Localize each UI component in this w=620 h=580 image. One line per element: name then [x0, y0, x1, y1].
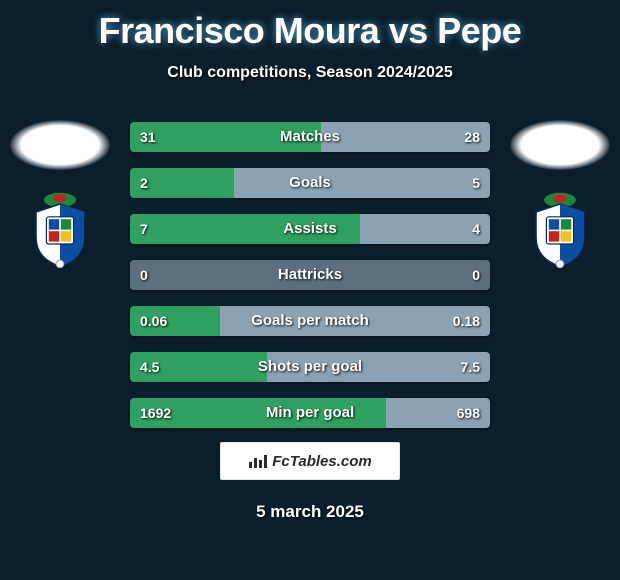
stat-label: Assists [130, 214, 490, 244]
stat-row: 0.06Goals per match0.18 [130, 306, 490, 336]
stat-value-right: 4 [472, 214, 480, 244]
player-right-column [500, 120, 620, 268]
stat-row: 1692Min per goal698 [130, 398, 490, 428]
player-left-column [0, 120, 120, 268]
stat-value-right: 28 [464, 122, 480, 152]
stat-row: 7Assists4 [130, 214, 490, 244]
stat-label: Shots per goal [130, 352, 490, 382]
club-badge-left [20, 188, 100, 268]
page-title: Francisco Moura vs Pepe [0, 10, 620, 52]
brand-chart-icon [248, 453, 268, 469]
player-silhouette-right [510, 120, 610, 170]
stat-row: 2Goals5 [130, 168, 490, 198]
club-badge-right [520, 188, 600, 268]
stat-value-right: 698 [457, 398, 480, 428]
player-silhouette-left [10, 120, 110, 170]
stat-bars: 31Matches28 2Goals5 7Assists4 0Hattricks0 0.… [130, 122, 490, 444]
stat-label: Hattricks [130, 260, 490, 290]
date-label: 5 march 2025 [0, 502, 620, 522]
brand-box: FcTables.com [220, 442, 400, 480]
page-subtitle: Club competitions, Season 2024/2025 [0, 64, 620, 82]
comparison-infographic: Francisco Moura vs Pepe Club competition… [0, 0, 620, 580]
stat-row: 0Hattricks0 [130, 260, 490, 290]
brand-text: FcTables.com [272, 453, 371, 470]
stat-row: 4.5Shots per goal7.5 [130, 352, 490, 382]
stat-value-right: 0.18 [453, 306, 480, 336]
stat-label: Goals per match [130, 306, 490, 336]
stat-row: 31Matches28 [130, 122, 490, 152]
stat-value-right: 7.5 [461, 352, 480, 382]
stat-value-right: 5 [472, 168, 480, 198]
stat-label: Matches [130, 122, 490, 152]
stat-value-right: 0 [472, 260, 480, 290]
stat-label: Goals [130, 168, 490, 198]
stat-label: Min per goal [130, 398, 490, 428]
